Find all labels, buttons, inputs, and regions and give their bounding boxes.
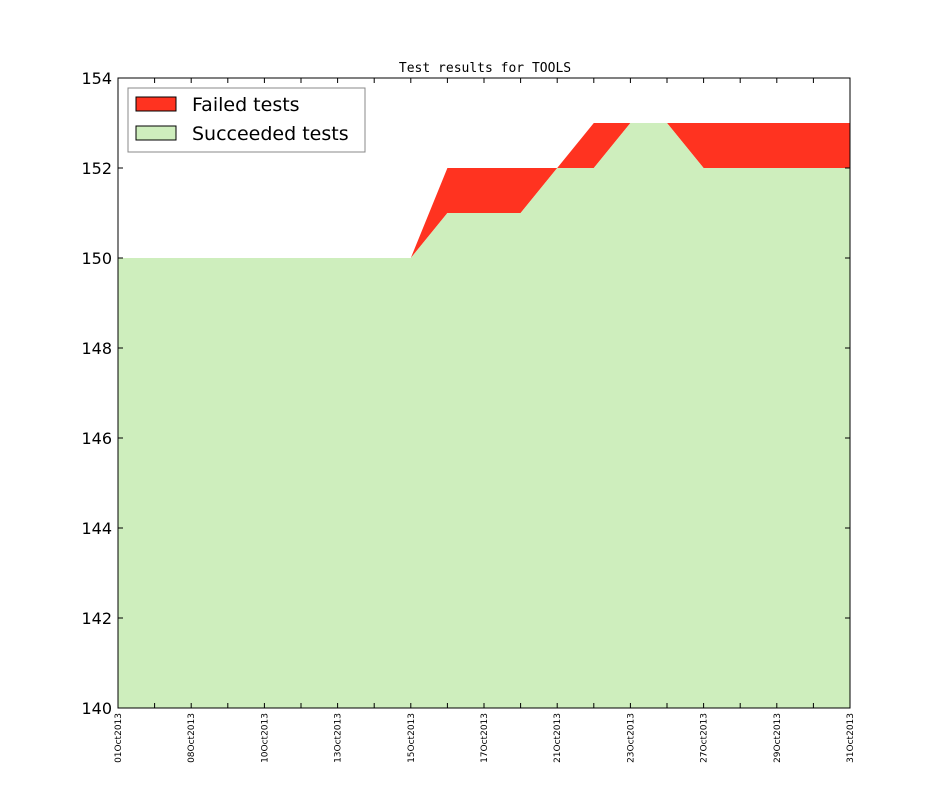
x-tick-label: 10Oct2013: [260, 713, 270, 763]
legend: Failed tests Succeeded tests: [127, 87, 366, 153]
x-tick-label: 13Oct2013: [334, 713, 344, 763]
y-tick-label: 154: [81, 69, 112, 88]
x-tick-label: 31Oct2013: [846, 713, 856, 763]
x-tick-label: 01Oct2013: [114, 713, 124, 763]
y-tick-label: 140: [81, 699, 112, 718]
area-succeeded-tests: [118, 123, 850, 708]
y-tick-label: 144: [81, 519, 112, 538]
legend-label-failed: Failed tests: [192, 94, 300, 116]
y-tick-label: 142: [81, 609, 112, 628]
area-failed-tests: [118, 123, 850, 258]
legend-label-succeeded: Succeeded tests: [192, 123, 349, 145]
x-tick-label: 29Oct2013: [773, 713, 783, 763]
y-tick-label: 146: [81, 429, 112, 448]
y-tick-label: 148: [81, 339, 112, 358]
x-tick-label: 08Oct2013: [187, 713, 197, 763]
x-tick-label: 17Oct2013: [480, 713, 490, 763]
x-tick-label: 23Oct2013: [626, 713, 636, 763]
legend-swatch-failed: [135, 96, 177, 112]
legend-swatch-succeeded: [135, 125, 177, 141]
x-tick-label: 21Oct2013: [553, 713, 563, 763]
chart-title: Test results for TOOLS: [399, 61, 571, 76]
y-tick-label: 152: [81, 159, 112, 178]
y-tick-label: 150: [81, 249, 112, 268]
x-tick-label: 15Oct2013: [407, 713, 417, 763]
x-tick-label: 27Oct2013: [700, 713, 710, 763]
